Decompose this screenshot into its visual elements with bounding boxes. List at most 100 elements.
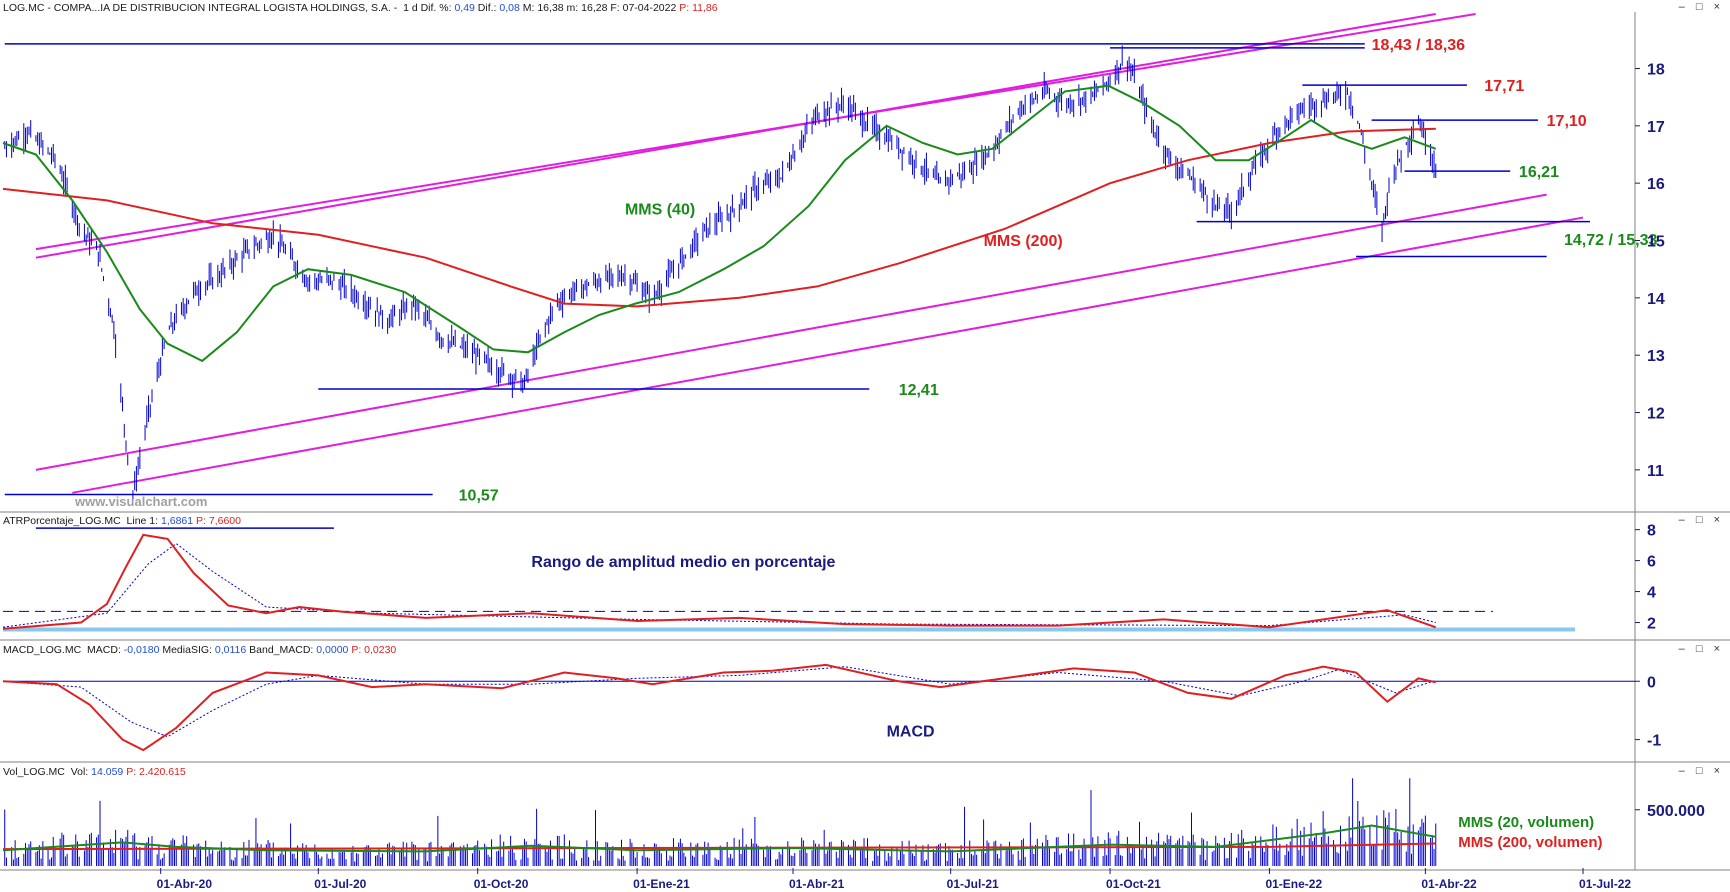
- mms200-line: [2, 127, 1436, 308]
- level-label-18-43: 18,43 / 18,36: [1372, 37, 1466, 54]
- max-label: M:: [522, 2, 535, 14]
- ticker-label: LOG.MC: [3, 2, 45, 14]
- price-value: 11,86: [692, 2, 718, 14]
- macd-restore-button[interactable]: □: [1695, 643, 1707, 655]
- macd-tick-label: -1: [1647, 733, 1661, 750]
- macd-tick-label: 0: [1647, 674, 1656, 691]
- price-tick-label: 12: [1647, 406, 1665, 423]
- x-tick-label: 01-Abr-22: [1421, 877, 1477, 891]
- x-tick-label: 01-Abr-21: [789, 877, 845, 891]
- date-label: F:: [610, 2, 620, 14]
- x-tick-label: 01-Jul-22: [1579, 877, 1631, 891]
- company-name: - COMPA...IA DE DISTRIBUCION INTEGRAL LO…: [47, 2, 398, 14]
- atr-line1-value: 1,6861: [160, 515, 194, 527]
- level-label-12-41: 12,41: [899, 382, 939, 399]
- macd-line: [2, 663, 1437, 752]
- price-panel-title: LOG.MC - COMPA...IA DE DISTRIBUCION INTE…: [3, 1, 718, 15]
- price-tick-label: 11: [1647, 463, 1664, 480]
- trend-channel-line: [35, 193, 1547, 471]
- date-value: 07-04-2022: [622, 2, 677, 14]
- x-tick-label: 01-Jul-21: [947, 877, 999, 891]
- vol-mms200-line: [2, 842, 1436, 851]
- min-label: m:: [566, 2, 579, 14]
- minimize-button[interactable]: –: [1678, 1, 1689, 13]
- price-tick-label: 14: [1647, 291, 1665, 308]
- atr-tick-label: 8: [1647, 523, 1656, 540]
- macd-title: MACD_LOG.MC: [3, 644, 82, 656]
- mms40-line: [2, 84, 1437, 363]
- atr-p-label: P:: [196, 515, 206, 527]
- x-tick-label: 01-Jul-20: [314, 877, 366, 891]
- atr-line: [2, 533, 1437, 630]
- price-label: P:: [679, 2, 690, 14]
- x-tick-label: 01-Ene-21: [633, 877, 690, 891]
- macd-signal-line: [2, 666, 1436, 738]
- atr-tick-label: 4: [1647, 585, 1656, 602]
- vol-mms200-legend: MMS (200, volumen): [1458, 834, 1602, 851]
- macd-minimize-button[interactable]: –: [1678, 643, 1689, 655]
- atr-title: ATRPorcentaje_LOG.MC: [3, 515, 121, 527]
- level-label-14-72: 14,72 / 15,33: [1564, 232, 1658, 249]
- x-tick-label: 01-Ene-22: [1265, 877, 1322, 891]
- macd-band-value: 0,0000: [316, 644, 349, 656]
- dif-pct-label: Dif. %:: [420, 2, 452, 14]
- price-tick-label: 18: [1647, 61, 1665, 78]
- atr-panel-title: ATRPorcentaje_LOG.MC Line 1: 1,6861 P: 7…: [3, 514, 241, 528]
- macd-p-label: P:: [351, 644, 362, 656]
- level-label-17-71: 17,71: [1484, 78, 1524, 95]
- level-label-16-21: 16,21: [1519, 164, 1559, 181]
- atr-p-value: 7,6600: [208, 515, 241, 527]
- atr-tick-label: 2: [1647, 616, 1656, 633]
- vol-tick-label: 500.000: [1647, 803, 1705, 820]
- macd-sig-label: MediaSIG:: [162, 644, 212, 656]
- atr-close-button[interactable]: ×: [1713, 514, 1724, 526]
- vol-mms20-line: [2, 824, 1436, 853]
- vol-value: 14.059: [91, 766, 124, 778]
- min-value: 16,28: [581, 2, 608, 14]
- x-tick-label: 01-Oct-20: [474, 877, 529, 891]
- price-tick-label: 17: [1647, 119, 1665, 136]
- atr-tick-label: 6: [1647, 554, 1656, 571]
- dif-pct-value: 0,49: [454, 2, 475, 14]
- vol-restore-button[interactable]: □: [1695, 765, 1707, 777]
- level-label-17-10: 17,10: [1547, 113, 1587, 130]
- vol-window-buttons: – □ ×: [1679, 765, 1724, 777]
- macd-band-label: Band_MACD:: [249, 644, 314, 656]
- atr-minimize-button[interactable]: –: [1678, 514, 1689, 526]
- vol-label: Vol:: [70, 766, 89, 778]
- close-button[interactable]: ×: [1713, 1, 1724, 13]
- vol-mms20-legend: MMS (20, volumen): [1458, 814, 1594, 831]
- macd-annotation: MACD: [887, 724, 935, 741]
- dif-value: 0,08: [499, 2, 520, 14]
- trend-channel-line: [35, 13, 1436, 259]
- atr-restore-button[interactable]: □: [1695, 514, 1707, 526]
- trend-channel-line: [35, 13, 1476, 251]
- vol-minimize-button[interactable]: –: [1678, 765, 1689, 777]
- vol-p-value: 2.420.615: [139, 766, 186, 778]
- macd-value: -0,0180: [123, 644, 160, 656]
- watermark: www.visualchart.com: [74, 494, 207, 509]
- vol-p-label: P:: [126, 766, 137, 778]
- price-tick-label: 16: [1647, 176, 1665, 193]
- macd-panel-title: MACD_LOG.MC MACD: -0,0180 MediaSIG: 0,01…: [3, 643, 396, 657]
- trend-channel-line: [72, 216, 1584, 494]
- macd-window-buttons: – □ ×: [1679, 643, 1724, 655]
- price-tick-label: 15: [1647, 233, 1665, 250]
- mms40-annotation: MMS (40): [625, 202, 695, 219]
- macd-p-value: 0,0230: [364, 644, 397, 656]
- vol-panel-title: Vol_LOG.MC Vol: 14.059 P: 2.420.615: [3, 765, 186, 779]
- price-window-buttons: – □ ×: [1679, 1, 1724, 13]
- restore-button[interactable]: □: [1695, 1, 1707, 13]
- atr-line1-label: Line 1:: [126, 515, 159, 527]
- level-label-10-57: 10,57: [459, 488, 499, 505]
- vol-close-button[interactable]: ×: [1713, 765, 1724, 777]
- macd-close-button[interactable]: ×: [1713, 643, 1724, 655]
- atr-annotation: Rango de amplitud medio en porcentaje: [531, 554, 835, 571]
- atr-baseline-band: [3, 627, 1575, 632]
- atr-window-buttons: – □ ×: [1679, 514, 1724, 526]
- max-value: 16,38: [537, 2, 564, 14]
- price-tick-label: 13: [1647, 348, 1665, 365]
- vol-title: Vol_LOG.MC: [3, 766, 65, 778]
